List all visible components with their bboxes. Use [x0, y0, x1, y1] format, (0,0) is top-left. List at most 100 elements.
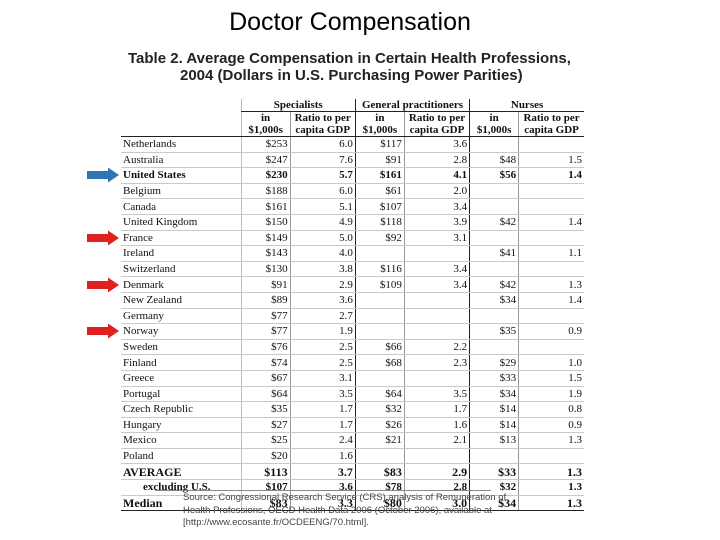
country-cell: United States — [121, 167, 242, 184]
value-cell: $35 — [240, 401, 291, 418]
value-cell: 2.9 — [290, 276, 356, 293]
value-cell — [518, 136, 584, 153]
value-cell: $14 — [469, 417, 520, 434]
value-cell: 3.0 — [404, 495, 471, 512]
value-cell: 5.7 — [290, 167, 356, 184]
value-cell: 1.3 — [518, 463, 584, 481]
value-cell: $33 — [469, 463, 520, 481]
value-cell — [469, 136, 520, 153]
value-cell: 5.1 — [290, 198, 356, 215]
value-cell: $68 — [355, 354, 405, 371]
value-cell: 2.5 — [290, 354, 356, 371]
table-row: Czech Republic $35 1.7 $32 1.7 $14 0.8 — [121, 401, 584, 418]
country-cell: New Zealand — [121, 292, 242, 309]
value-cell: $143 — [240, 245, 291, 262]
value-cell: 1.1 — [518, 245, 584, 262]
value-cell: $89 — [240, 292, 291, 309]
country-cell: Germany — [121, 308, 242, 325]
value-cell: $42 — [469, 276, 520, 293]
header-ratio: Ratio to per — [523, 112, 580, 124]
header-in: in — [240, 111, 291, 124]
caption-line-2: 2004 (Dollars in U.S. Purchasing Power P… — [180, 67, 523, 84]
country-cell: Hungary — [121, 417, 242, 434]
country-cell: United Kingdom — [121, 214, 242, 231]
value-cell: $80 — [355, 495, 405, 512]
value-cell: $66 — [355, 339, 405, 356]
value-cell: 1.9 — [518, 386, 584, 403]
value-cell — [355, 245, 405, 262]
value-cell: $64 — [240, 386, 291, 403]
table-row: Portugal $64 3.5 $64 3.5 $34 1.9 — [121, 386, 584, 403]
value-cell — [518, 198, 584, 215]
value-cell: 4.1 — [404, 167, 471, 184]
header-in: in — [469, 111, 520, 124]
source-divider — [155, 490, 491, 491]
header-ratio-sub: capita GDP — [518, 124, 584, 137]
value-cell — [518, 183, 584, 200]
table-row: Greece $67 3.1 $33 1.5 — [121, 370, 584, 387]
value-cell: 1.3 — [518, 495, 584, 512]
value-cell: 1.5 — [518, 370, 584, 387]
value-cell: $118 — [355, 214, 405, 231]
value-cell — [469, 308, 520, 325]
table-row: Median $83 3.3 $80 3.0 $34 1.3 — [121, 495, 584, 512]
header-general-practitioners: General practitioners — [355, 99, 471, 112]
value-cell: 1.6 — [404, 417, 471, 434]
value-cell — [355, 323, 405, 340]
header-units: $1,000s — [355, 124, 405, 137]
value-cell — [469, 183, 520, 200]
value-cell: $21 — [355, 432, 405, 449]
country-cell: Norway — [121, 323, 242, 340]
value-cell: 2.9 — [404, 463, 471, 481]
header-blank — [121, 99, 241, 112]
value-cell — [518, 308, 584, 325]
value-cell — [469, 198, 520, 215]
value-cell — [404, 448, 471, 465]
value-cell: 1.4 — [518, 292, 584, 309]
value-cell: 1.5 — [518, 152, 584, 169]
value-cell: 3.5 — [404, 386, 471, 403]
value-cell — [518, 339, 584, 356]
value-cell: $83 — [355, 463, 405, 481]
country-cell: Sweden — [121, 339, 242, 356]
country-cell: Canada — [121, 198, 242, 215]
table-row: Mexico $25 2.4 $21 2.1 $13 1.3 — [121, 432, 584, 449]
value-cell: 0.8 — [518, 401, 584, 418]
value-cell — [355, 370, 405, 387]
header-units: $1,000s — [469, 124, 520, 137]
arrow-icon — [87, 230, 119, 246]
value-cell: $20 — [240, 448, 291, 465]
value-cell: $161 — [240, 198, 291, 215]
value-cell: $116 — [355, 261, 405, 278]
country-cell: France — [121, 230, 242, 247]
table-row: Poland $20 1.6 — [121, 448, 584, 465]
slide-title: Doctor Compensation — [229, 8, 471, 36]
value-cell: $67 — [240, 370, 291, 387]
country-cell: AVERAGE — [121, 463, 242, 481]
value-cell: 2.8 — [404, 152, 471, 169]
value-cell: $230 — [240, 167, 291, 184]
header-specialists: Specialists — [240, 99, 356, 112]
country-cell: Poland — [121, 448, 242, 465]
country-cell: Switzerland — [121, 261, 242, 278]
value-cell: $64 — [355, 386, 405, 403]
value-cell: $109 — [355, 276, 405, 293]
value-cell: $29 — [469, 354, 520, 371]
arrow-icon — [87, 277, 119, 293]
country-cell: Czech Republic — [121, 401, 242, 418]
table-row: excluding U.S. $107 3.6 $78 2.8 $32 1.3 — [121, 479, 584, 496]
table-row: Netherlands $253 6.0 $117 3.6 — [121, 136, 584, 153]
value-cell: 1.9 — [290, 323, 356, 340]
arrow-icon — [87, 167, 119, 183]
value-cell: 3.5 — [290, 386, 356, 403]
value-cell: 3.4 — [404, 198, 471, 215]
country-cell: Denmark — [121, 276, 242, 293]
header-ratio-sub: capita GDP — [404, 124, 471, 137]
value-cell: $35 — [469, 323, 520, 340]
value-cell — [355, 448, 405, 465]
table-row: Hungary $27 1.7 $26 1.6 $14 0.9 — [121, 417, 584, 434]
header-blank — [121, 124, 242, 137]
value-cell — [355, 308, 405, 325]
table-row: Canada $161 5.1 $107 3.4 — [121, 198, 584, 215]
value-cell: 3.4 — [404, 261, 471, 278]
